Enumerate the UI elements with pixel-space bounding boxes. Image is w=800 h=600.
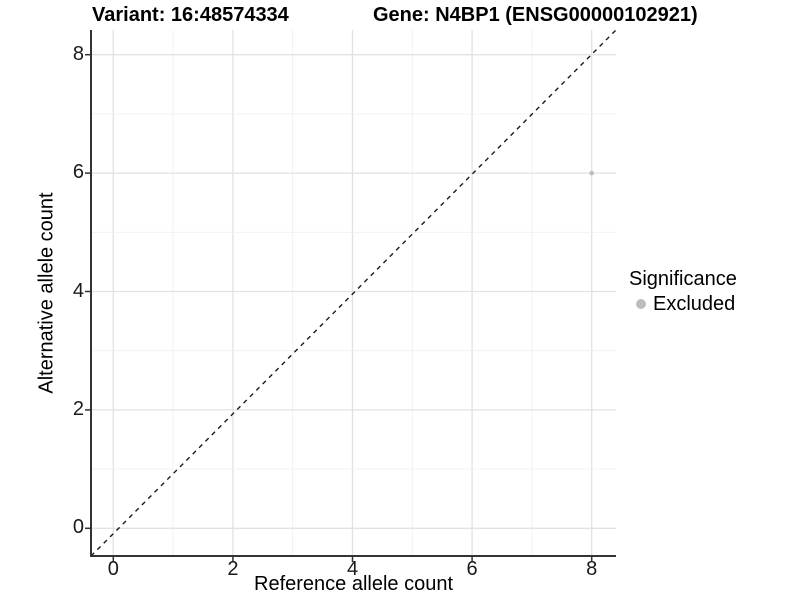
x-tick-label: 2 bbox=[227, 558, 239, 580]
legend-title: Significance bbox=[629, 268, 737, 290]
legend-key bbox=[629, 299, 653, 309]
plot-title-variant: Variant: 16:48574334 bbox=[92, 4, 289, 26]
y-tick-label: 0 bbox=[72, 516, 84, 539]
x-tick-label: 0 bbox=[107, 558, 119, 580]
y-tick-label: 4 bbox=[72, 279, 84, 302]
identity-reference-line bbox=[90, 29, 617, 557]
legend-item-label: Excluded bbox=[653, 292, 736, 315]
x-tick-label: 8 bbox=[586, 558, 598, 580]
y-tick-label: 8 bbox=[72, 42, 84, 65]
x-tick-label: 4 bbox=[346, 558, 359, 580]
legend-item-excluded: Excluded bbox=[629, 291, 737, 317]
y-tick-label: 2 bbox=[72, 397, 84, 420]
x-tick-label: 6 bbox=[466, 558, 478, 580]
legend-point-icon bbox=[636, 299, 646, 309]
data-point bbox=[589, 170, 594, 176]
y-tick-label: 6 bbox=[72, 161, 84, 184]
plot-title-gene: Gene: N4BP1 (ENSG00000102921) bbox=[373, 4, 698, 26]
legend: Significance Excluded bbox=[629, 267, 737, 317]
